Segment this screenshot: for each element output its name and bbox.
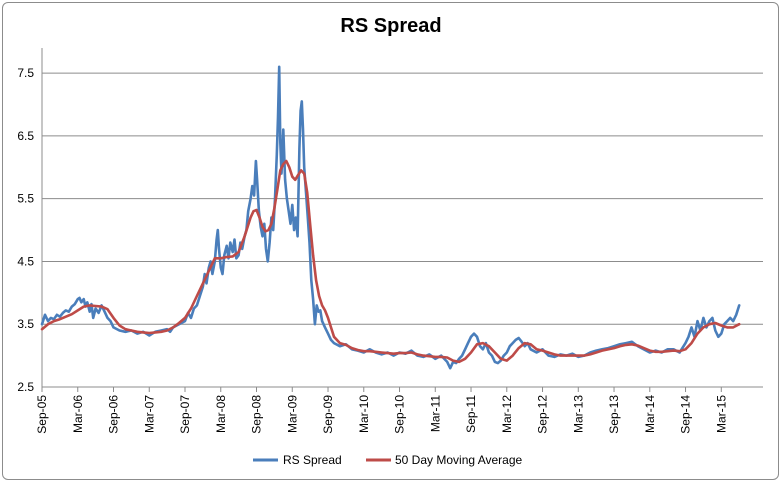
y-tick-6.5: 6.5: [17, 129, 34, 143]
legend-label-moving-average: 50 Day Moving Average: [395, 453, 523, 467]
x-tick-Mar-11: Mar-11: [428, 395, 442, 432]
legend-label-rs-spread: RS Spread: [283, 453, 342, 467]
grid-lines: [42, 72, 763, 325]
x-tick-Sep-07: Sep-07: [178, 395, 192, 434]
x-tick-Mar-09: Mar-09: [285, 395, 299, 433]
x-tick-Mar-08: Mar-08: [214, 395, 228, 433]
legend: RS Spread 50 Day Moving Average: [253, 453, 523, 467]
series-line-rs-spread: [40, 65, 741, 370]
x-tick-Mar-14: Mar-14: [643, 395, 657, 433]
y-tick-4.5: 4.5: [17, 254, 34, 268]
chart-title: RS Spread: [340, 15, 441, 37]
y-tick-3.5: 3.5: [17, 317, 34, 331]
x-tick-Sep-11: Sep-11: [464, 395, 478, 433]
series-lines: [40, 65, 741, 370]
x-tick-Sep-05: Sep-05: [35, 395, 49, 434]
x-tick-Sep-12: Sep-12: [536, 395, 550, 434]
x-tick-Sep-06: Sep-06: [107, 395, 121, 434]
x-tick-Mar-12: Mar-12: [500, 395, 514, 433]
y-tick-7.5: 7.5: [17, 66, 34, 80]
x-tick-Sep-14: Sep-14: [679, 395, 693, 434]
y-tick-2.5: 2.5: [17, 380, 34, 394]
x-tick-Sep-08: Sep-08: [250, 395, 264, 434]
x-tick-labels: Sep-05 Mar-06 Sep-06 Mar-07 Sep-07 Mar-08 Sep-…: [35, 395, 728, 434]
x-tick-Sep-10: Sep-10: [393, 395, 407, 434]
axes: [41, 48, 763, 392]
x-tick-Mar-13: Mar-13: [571, 395, 585, 433]
x-tick-Mar-07: Mar-07: [142, 395, 156, 433]
x-tick-Mar-15: Mar-15: [714, 395, 728, 433]
x-tick-Mar-06: Mar-06: [71, 395, 85, 433]
x-tick-Mar-10: Mar-10: [357, 395, 371, 433]
series-line-moving-average: [40, 159, 741, 364]
y-tick-labels: 2.5 3.5 4.5 5.5 6.5 7.5: [17, 66, 34, 394]
x-tick-Sep-13: Sep-13: [607, 395, 621, 434]
x-tick-Sep-09: Sep-09: [321, 395, 335, 434]
y-tick-5.5: 5.5: [17, 192, 34, 206]
